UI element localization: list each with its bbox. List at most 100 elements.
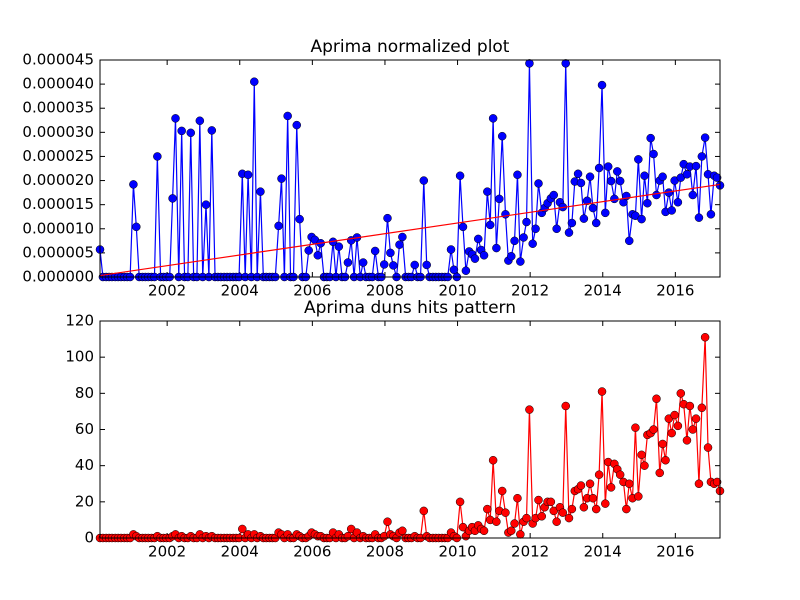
axes: Aprima normalized plot 2002 2004 2006 2008 20… — [22, 37, 725, 300]
data-point — [691, 414, 701, 423]
data-point — [525, 405, 534, 414]
data-point — [292, 120, 301, 130]
data-point — [585, 172, 595, 181]
y-tick-label: 40 — [75, 456, 94, 474]
y-tick-label: 0.000025 — [22, 147, 94, 165]
data-point — [673, 421, 683, 431]
data-point — [473, 234, 483, 244]
data-point — [207, 126, 217, 135]
data-point — [561, 401, 570, 411]
data-point — [564, 228, 574, 237]
y-tick-label: 0.000020 — [22, 171, 94, 189]
data-point — [646, 133, 655, 143]
data-point — [655, 468, 664, 478]
data-point — [132, 222, 141, 232]
data-point — [606, 176, 616, 186]
data-point — [682, 436, 692, 445]
data-point — [546, 497, 556, 507]
x-tick-label: 2010 — [438, 543, 476, 561]
data-point — [694, 479, 704, 488]
data-point — [195, 116, 205, 126]
data-point — [513, 493, 522, 503]
data-point — [479, 526, 489, 536]
y-tick-label: 80 — [75, 384, 94, 402]
data-point — [667, 206, 676, 215]
data-point — [313, 251, 323, 260]
data-point — [706, 210, 716, 219]
data-point — [177, 126, 186, 136]
data-point — [531, 224, 540, 234]
data-point — [552, 517, 561, 526]
data-point — [640, 461, 649, 470]
data-point — [712, 173, 722, 182]
data-point — [277, 174, 286, 183]
data-point — [455, 497, 465, 507]
data-point — [579, 503, 589, 512]
data-point — [700, 333, 710, 342]
data-point — [488, 114, 498, 123]
data-point — [552, 224, 561, 234]
data-point — [685, 401, 695, 411]
y-tick-label: 0.000000 — [22, 268, 94, 286]
data-point — [470, 254, 480, 263]
data-point — [488, 455, 498, 465]
axes-frame — [99, 320, 721, 539]
data-point — [497, 131, 507, 141]
data-point — [358, 258, 368, 267]
x-tick-label: 2002 — [148, 543, 186, 561]
y-tick-label: 0.000035 — [22, 99, 94, 117]
data-point — [597, 387, 607, 396]
x-tick-label: 2006 — [293, 543, 331, 561]
data-point — [640, 171, 649, 180]
data-point — [676, 389, 686, 398]
data-point — [615, 470, 625, 479]
data-point — [634, 492, 643, 501]
data-point — [522, 513, 531, 523]
data-point — [606, 483, 616, 492]
data-point — [694, 213, 704, 222]
y-tick-label: 0.000010 — [22, 219, 94, 237]
data-point — [567, 218, 577, 228]
data-point — [712, 477, 722, 487]
data-point — [419, 506, 429, 516]
data-point — [637, 450, 646, 460]
x-tick-label: 2004 — [221, 543, 259, 561]
series-line — [99, 183, 721, 277]
y-tick-label: 60 — [75, 420, 94, 438]
data-point — [573, 169, 583, 179]
data-point — [588, 203, 598, 213]
data-point — [507, 252, 516, 261]
data-point — [274, 221, 283, 231]
x-tick-label: 2012 — [511, 543, 549, 561]
data-point — [510, 519, 519, 528]
data-point — [238, 524, 247, 534]
data-point — [588, 493, 598, 503]
data-point — [256, 187, 265, 196]
data-point — [295, 214, 304, 224]
data-point — [455, 171, 465, 180]
data-point — [564, 513, 574, 523]
data-point — [395, 240, 404, 249]
y-tick-label: 0.000045 — [22, 51, 94, 69]
data-point — [370, 246, 380, 256]
data-point — [129, 180, 138, 189]
data-point — [492, 517, 501, 526]
data-point — [582, 196, 592, 206]
data-point — [171, 114, 180, 123]
data-point — [497, 486, 507, 496]
data-point — [446, 245, 456, 254]
data-point — [250, 77, 259, 86]
data-point — [576, 481, 586, 490]
data-point — [501, 508, 510, 517]
data-point — [688, 425, 698, 434]
data-point — [603, 162, 613, 171]
data-point — [379, 260, 389, 269]
data-point — [649, 425, 658, 434]
y-tick-label: 0.000030 — [22, 123, 94, 141]
data-point — [688, 190, 698, 200]
data-point — [673, 198, 683, 207]
data-point — [601, 208, 610, 218]
chart-title: Aprima normalized plot — [311, 37, 510, 57]
